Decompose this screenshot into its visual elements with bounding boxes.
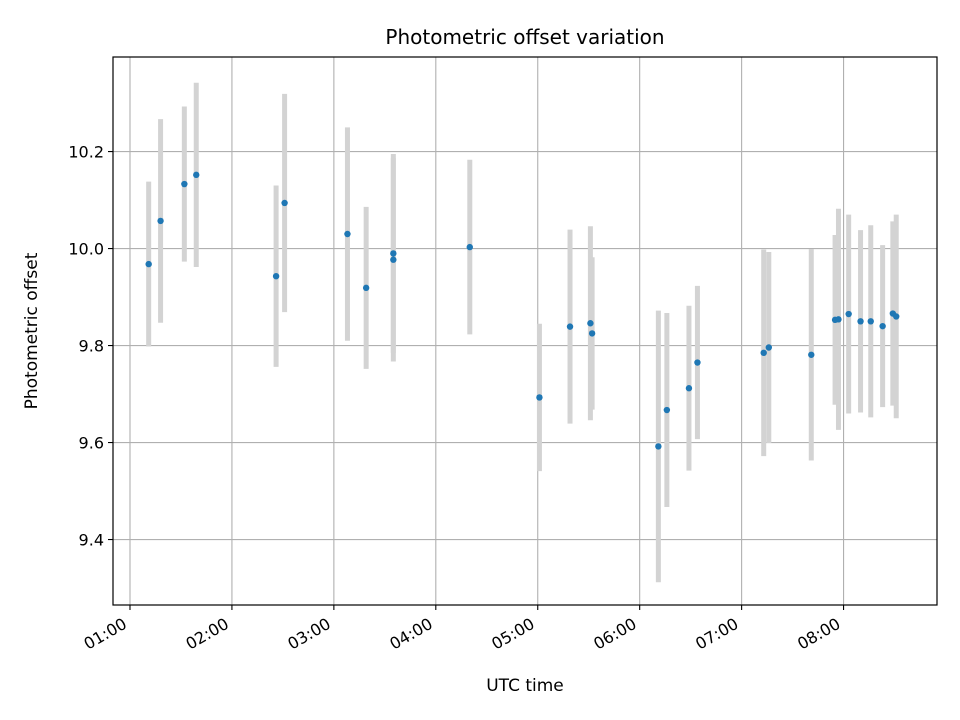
data-point — [193, 171, 200, 179]
data-point — [663, 406, 671, 414]
data-point — [655, 443, 662, 450]
y-tick-label: 9.6 — [79, 434, 104, 453]
data-point — [466, 243, 473, 251]
data-point — [157, 217, 164, 225]
data-point — [845, 310, 852, 318]
data-point — [281, 199, 288, 207]
data-point — [694, 359, 701, 366]
data-point — [344, 230, 351, 238]
y-tick-label: 10.2 — [68, 143, 104, 162]
x-axis-label: UTC time — [486, 676, 564, 696]
data-point — [879, 322, 886, 330]
data-point — [390, 250, 397, 257]
data-point — [760, 349, 767, 357]
data-point — [893, 313, 900, 320]
data-point — [362, 284, 370, 292]
data-point — [536, 394, 543, 401]
data-point — [765, 344, 773, 351]
y-tick-label: 9.8 — [79, 337, 104, 356]
data-point — [272, 273, 280, 280]
data-point — [566, 323, 574, 330]
y-tick-label: 9.4 — [79, 531, 104, 550]
y-axis-ticks: 9.4 9.6 9.8 10.0 10.2 — [68, 143, 113, 550]
data-point — [867, 318, 874, 325]
data-point — [808, 351, 815, 358]
data-point — [390, 256, 397, 263]
data-point — [835, 316, 842, 323]
data-points — [145, 171, 900, 450]
data-point — [685, 385, 693, 392]
y-tick-label: 10.0 — [68, 240, 104, 259]
data-point — [145, 260, 152, 268]
data-point — [857, 318, 864, 325]
y-axis-label: Photometric offset — [22, 252, 42, 409]
chart-title: Photometric offset variation — [385, 25, 664, 49]
data-point — [588, 330, 596, 337]
data-point — [587, 320, 594, 327]
plot-frame — [112, 56, 938, 606]
data-point — [181, 180, 188, 188]
